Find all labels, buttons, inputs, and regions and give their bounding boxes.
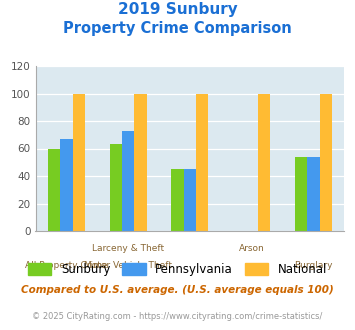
Text: Burglary: Burglary	[294, 261, 333, 270]
Bar	[72, 93, 85, 231]
Bar	[48, 148, 60, 231]
Text: Larceny & Theft: Larceny & Theft	[92, 244, 164, 253]
Bar	[134, 93, 147, 231]
Bar	[258, 93, 270, 231]
Bar	[110, 145, 122, 231]
Bar	[184, 169, 196, 231]
Text: Arson: Arson	[239, 244, 264, 253]
Bar	[295, 157, 307, 231]
Text: Motor Vehicle Theft: Motor Vehicle Theft	[84, 261, 172, 270]
Bar	[171, 169, 184, 231]
Text: 2019 Sunbury: 2019 Sunbury	[118, 2, 237, 16]
Bar	[196, 93, 208, 231]
Text: © 2025 CityRating.com - https://www.cityrating.com/crime-statistics/: © 2025 CityRating.com - https://www.city…	[32, 312, 323, 321]
Bar	[320, 93, 332, 231]
Bar	[60, 139, 72, 231]
Bar	[122, 131, 134, 231]
Legend: Sunbury, Pennsylvania, National: Sunbury, Pennsylvania, National	[23, 258, 332, 281]
Text: All Property Crime: All Property Crime	[25, 261, 108, 270]
Text: Property Crime Comparison: Property Crime Comparison	[63, 21, 292, 36]
Text: Compared to U.S. average. (U.S. average equals 100): Compared to U.S. average. (U.S. average …	[21, 285, 334, 295]
Bar	[307, 157, 320, 231]
